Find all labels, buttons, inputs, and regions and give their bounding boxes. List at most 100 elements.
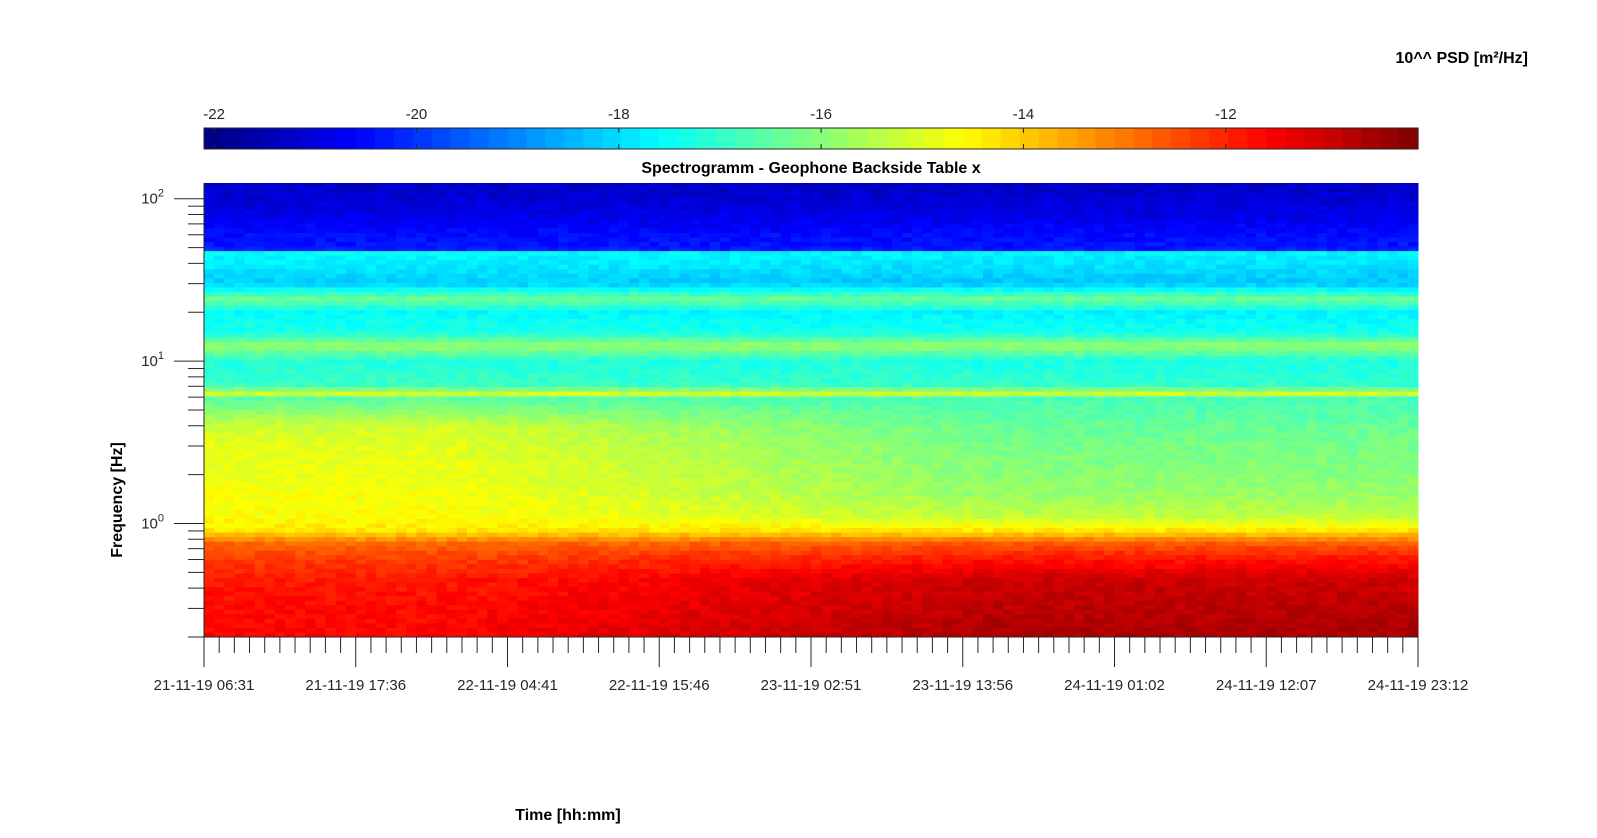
heatmap-cell	[406, 328, 417, 334]
heatmap-cell	[355, 210, 367, 216]
heatmap-cell	[1296, 301, 1308, 307]
heatmap-cell	[467, 332, 478, 338]
heatmap-cell	[1124, 341, 1136, 347]
heatmap-cell	[497, 360, 508, 366]
heatmap-cell	[1003, 305, 1014, 311]
heatmap-cell	[578, 332, 589, 338]
heatmap-cell	[446, 360, 458, 366]
heatmap-cell	[932, 282, 944, 288]
heatmap-cell	[568, 264, 579, 270]
heatmap-cell	[800, 251, 812, 257]
heatmap-cell	[719, 332, 731, 338]
heatmap-cell	[1154, 364, 1166, 370]
heatmap-cell	[1357, 355, 1368, 361]
heatmap-cell	[365, 310, 377, 316]
heatmap-cell	[527, 264, 539, 270]
heatmap-cell	[558, 201, 569, 207]
heatmap-cell	[649, 264, 660, 270]
heatmap-cell	[335, 223, 347, 229]
heatmap-cell	[1003, 282, 1014, 288]
heatmap-cell	[1023, 237, 1035, 243]
heatmap-cell	[1246, 305, 1257, 311]
heatmap-cell	[811, 210, 822, 216]
heatmap-cell	[436, 237, 448, 243]
heatmap-cell	[305, 310, 316, 316]
heatmap-cell	[446, 355, 458, 361]
heatmap-cell	[659, 205, 670, 211]
heatmap-cell	[305, 355, 316, 361]
heatmap-cell	[699, 282, 711, 288]
heatmap-cell	[993, 260, 1004, 266]
heatmap-cell	[406, 251, 417, 257]
heatmap-cell	[537, 337, 549, 343]
heatmap-cell	[1154, 310, 1166, 316]
heatmap-cell	[1256, 341, 1267, 347]
heatmap-cell	[335, 201, 347, 207]
heatmap-cell	[962, 269, 974, 275]
heatmap-cell	[497, 210, 508, 216]
heatmap-cell	[1074, 214, 1085, 220]
heatmap-cell	[639, 310, 650, 316]
heatmap-cell	[467, 219, 478, 225]
heatmap-cell	[446, 242, 458, 248]
heatmap-cell	[234, 346, 245, 352]
heatmap-cell	[234, 310, 245, 316]
heatmap-cell	[598, 223, 610, 229]
heatmap-cell	[386, 219, 397, 225]
heatmap-cell	[891, 301, 903, 307]
heatmap-cell	[416, 350, 428, 357]
heatmap-cell	[740, 364, 751, 370]
heatmap-cell	[547, 237, 559, 243]
heatmap-cell	[568, 192, 579, 198]
heatmap-cell	[1326, 251, 1338, 257]
heatmap-cell	[487, 205, 498, 211]
heatmap-cell	[669, 337, 680, 343]
heatmap-cell	[1407, 196, 1419, 202]
heatmap-cell	[1286, 242, 1298, 248]
heatmap-cell	[912, 305, 923, 311]
heatmap-cell	[1124, 196, 1136, 202]
heatmap-cell	[1246, 201, 1257, 207]
heatmap-cell	[831, 273, 842, 279]
heatmap-cell	[1144, 350, 1156, 357]
heatmap-cell	[770, 291, 782, 297]
heatmap-cell	[1144, 364, 1156, 370]
heatmap-cell	[669, 237, 680, 243]
heatmap-cell	[264, 237, 276, 243]
heatmap-cell	[1185, 301, 1196, 307]
heatmap-cell	[770, 228, 782, 234]
heatmap-cell	[598, 273, 610, 279]
heatmap-cell	[1377, 246, 1389, 252]
heatmap-cell	[881, 332, 893, 338]
heatmap-cell	[730, 314, 741, 320]
heatmap-cell	[639, 323, 650, 329]
heatmap-cell	[1074, 210, 1085, 216]
heatmap-cell	[1347, 346, 1358, 352]
heatmap-cell	[1246, 291, 1257, 297]
heatmap-cell	[649, 305, 660, 311]
heatmap-cell	[1387, 319, 1399, 325]
heatmap-cell	[881, 278, 893, 284]
heatmap-cell	[1134, 251, 1146, 257]
heatmap-cell	[1023, 328, 1035, 334]
heatmap-cell	[1053, 192, 1065, 198]
heatmap-cell	[1377, 210, 1389, 216]
heatmap-cell	[1013, 341, 1024, 347]
heatmap-cell	[1165, 214, 1176, 220]
heatmap-cell	[335, 319, 347, 325]
heatmap-cell	[274, 232, 286, 238]
heatmap-cell	[608, 360, 620, 366]
heatmap-cell	[972, 187, 984, 193]
heatmap-cell	[284, 319, 296, 325]
heatmap-cell	[780, 360, 792, 366]
heatmap-cell	[1225, 264, 1237, 270]
heatmap-cell	[1215, 223, 1227, 229]
heatmap-cell	[972, 323, 984, 329]
heatmap-cell	[699, 205, 711, 211]
heatmap-cell	[1063, 346, 1075, 352]
heatmap-cell	[1235, 183, 1247, 189]
heatmap-cell	[1316, 192, 1328, 198]
heatmap-cell	[264, 332, 276, 338]
heatmap-cell	[1084, 228, 1095, 234]
heatmap-cell	[305, 260, 316, 266]
